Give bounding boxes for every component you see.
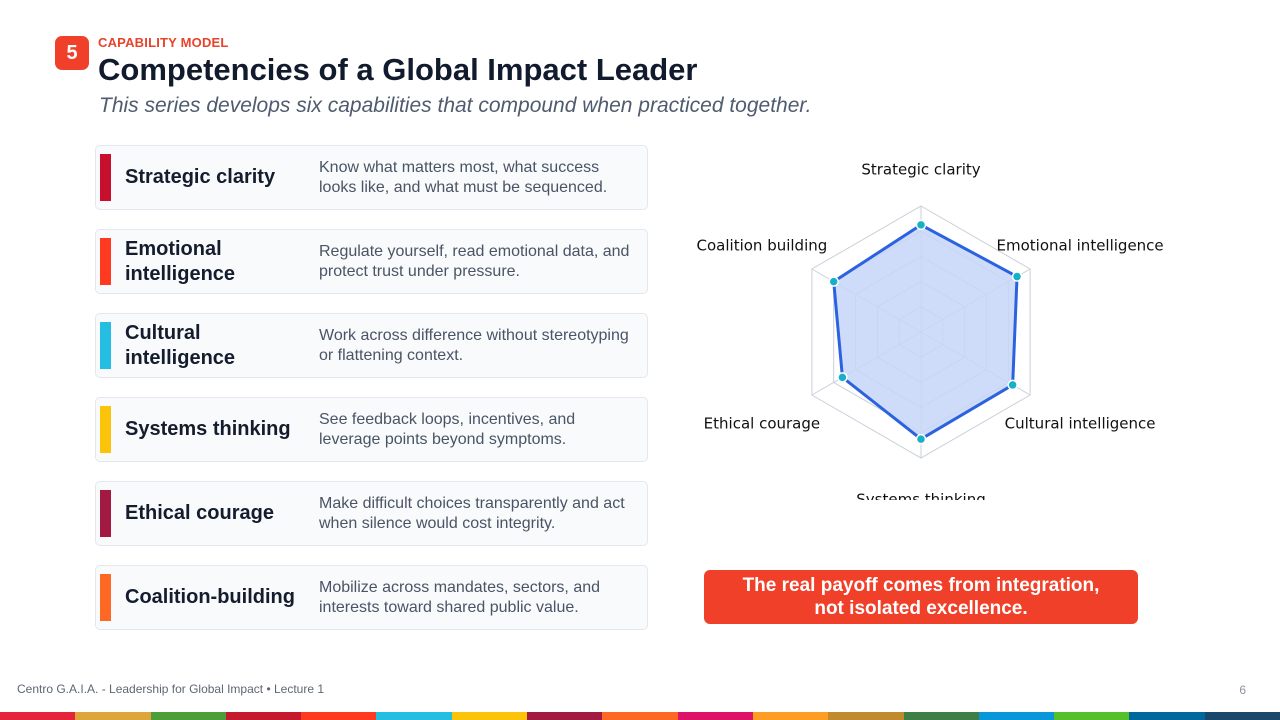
competency-description: Regulate yourself, read emotional data, … [319,242,630,280]
strip-segment [150,712,226,720]
strip-segment [527,712,603,720]
accent-bar [100,406,111,453]
competency-list: Strategic clarity Know what matters most… [95,145,648,649]
strip-segment [225,712,302,720]
strip-segment [903,712,979,720]
sdg-color-strip [0,712,1280,720]
accent-bar [100,154,111,201]
strip-segment [376,712,452,720]
strip-segment [677,712,753,720]
strip-segment [0,712,76,720]
competency-description: Make difficult choices transparently and… [319,494,625,532]
competency-description: Work across difference without stereotyp… [319,326,629,364]
competency-card-strategic-clarity: Strategic clarity Know what matters most… [95,145,648,210]
radar-axis-label: Systems thinking [856,491,985,501]
competency-name: Ethical courage [125,502,274,524]
radar-axis-label: Ethical courage [704,415,820,433]
strip-segment [301,712,377,720]
radar-axis-label: Emotional intelligence [997,237,1164,255]
competency-description: Mobilize across mandates, sectors, and i… [319,578,601,616]
competency-name: Emotional intelligence [125,237,236,285]
strip-segment [828,712,904,720]
radar-axis-label: Cultural intelligence [1005,415,1156,433]
competency-name: Coalition-building [125,586,295,608]
page-title: Competencies of a Global Impact Leader [98,52,698,87]
strip-segment [978,712,1055,720]
footer-course-label: Centro G.A.I.A. - Leadership for Global … [17,682,325,696]
strip-segment [1054,712,1130,720]
strip-segment [752,712,829,720]
strip-segment [1204,712,1280,720]
radar-point [915,219,927,231]
competency-name: Cultural intelligence [125,321,236,369]
competency-name: Systems thinking [125,418,291,440]
accent-bar [100,238,111,285]
page-number: 6 [1239,683,1246,697]
accent-bar [100,490,111,537]
radar-point [837,372,848,383]
page-subtitle: This series develops six capabilities th… [99,94,812,117]
radar-point [828,276,839,287]
integration-callout: The real payoff comes from integration, … [704,570,1138,624]
radar-axis-label: Strategic clarity [861,161,980,179]
competency-description: Know what matters most, what success loo… [319,158,608,196]
slide-number-badge: 5 [55,36,89,70]
accent-bar [100,574,111,621]
section-eyebrow: CAPABILITY MODEL [98,35,229,50]
competency-card-emotional-intelligence: Emotional intelligence Regulate yourself… [95,229,648,294]
callout-line-2: not isolated excellence. [814,598,1028,619]
callout-line-1: The real payoff comes from integration, [742,575,1100,596]
strip-segment [1129,712,1205,720]
strip-segment [602,712,678,720]
competency-card-cultural-intelligence: Cultural intelligence Work across differ… [95,313,648,378]
accent-bar [100,322,111,369]
competency-name: Strategic clarity [125,166,276,188]
competency-card-systems-thinking: Systems thinking See feedback loops, inc… [95,397,648,462]
radar-point [1011,271,1023,282]
competency-card-ethical-courage: Ethical courage Make difficult choices t… [95,481,648,546]
strip-segment [451,712,528,720]
strip-segment [75,712,151,720]
radar-axis-label: Coalition building [697,237,828,255]
competency-radar-chart: Strategic clarity Emotional intelligence C… [697,161,1164,501]
radar-point [1007,379,1018,391]
competency-description: See feedback loops, incentives, and leve… [319,410,576,448]
radar-point [915,433,927,445]
radar-series-area [832,223,1019,441]
competency-card-coalition-building: Coalition-building Mobilize across manda… [95,565,648,630]
